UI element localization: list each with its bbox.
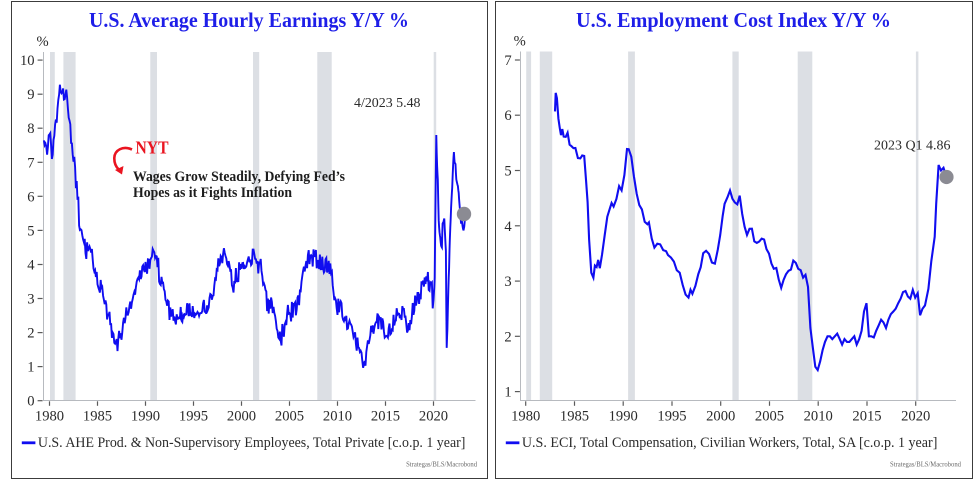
svg-text:7: 7 (27, 155, 34, 171)
svg-text:U.S. ECI, Total Compensation,: U.S. ECI, Total Compensation, Civilian W… (522, 435, 938, 451)
svg-text:%: % (514, 34, 526, 50)
svg-text:9: 9 (27, 87, 34, 103)
svg-text:0: 0 (27, 394, 34, 410)
svg-text:1995: 1995 (179, 409, 208, 425)
svg-text:6: 6 (504, 108, 511, 124)
svg-text:10: 10 (20, 53, 35, 69)
svg-text:1980: 1980 (35, 409, 64, 425)
svg-text:Wages Grow Steadily, Defying F: Wages Grow Steadily, Defying Fed’s (133, 169, 345, 185)
svg-text:4/2023 5.48: 4/2023 5.48 (354, 95, 421, 110)
svg-text:5: 5 (504, 164, 511, 180)
svg-text:2010: 2010 (323, 409, 352, 425)
svg-text:2005: 2005 (755, 409, 784, 425)
svg-text:8: 8 (27, 121, 34, 137)
svg-text:2: 2 (504, 329, 511, 345)
svg-text:2020: 2020 (419, 409, 448, 425)
svg-text:1990: 1990 (131, 409, 160, 425)
svg-text:3: 3 (504, 274, 511, 290)
svg-text:5: 5 (27, 223, 34, 239)
svg-text:U.S. AHE Prod. & Non-Superviso: U.S. AHE Prod. & Non-Supervisory Employe… (38, 435, 466, 451)
svg-text:NYT: NYT (136, 138, 169, 158)
svg-text:Strategas/BLS/Macrobond: Strategas/BLS/Macrobond (406, 460, 477, 469)
svg-text:U.S. Employment Cost Index Y/Y: U.S. Employment Cost Index Y/Y % (576, 8, 891, 32)
svg-text:%: % (37, 34, 49, 50)
svg-text:2023 Q1 4.86: 2023 Q1 4.86 (874, 139, 951, 154)
svg-text:1995: 1995 (657, 409, 686, 425)
svg-text:Strategas/BLS/Macrobond: Strategas/BLS/Macrobond (890, 460, 961, 469)
svg-text:2: 2 (27, 326, 34, 342)
svg-text:1980: 1980 (511, 409, 540, 425)
svg-text:2005: 2005 (275, 409, 304, 425)
svg-text:6: 6 (27, 189, 34, 205)
svg-text:1990: 1990 (609, 409, 638, 425)
svg-text:U.S. Average Hourly Earnings Y: U.S. Average Hourly Earnings Y/Y % (89, 8, 409, 32)
svg-text:2000: 2000 (227, 409, 256, 425)
svg-text:1985: 1985 (560, 409, 589, 425)
svg-text:Hopes as it Fights Inflation: Hopes as it Fights Inflation (133, 185, 293, 201)
svg-text:2020: 2020 (901, 409, 930, 425)
svg-text:1: 1 (27, 360, 34, 376)
svg-text:2015: 2015 (371, 409, 400, 425)
svg-text:4: 4 (504, 219, 512, 235)
svg-text:1985: 1985 (83, 409, 112, 425)
svg-text:2015: 2015 (852, 409, 881, 425)
svg-text:4: 4 (27, 258, 35, 274)
svg-text:3: 3 (27, 292, 34, 308)
svg-text:7: 7 (504, 53, 511, 69)
svg-text:1: 1 (504, 385, 511, 401)
svg-text:2000: 2000 (706, 409, 735, 425)
svg-text:2010: 2010 (804, 409, 833, 425)
